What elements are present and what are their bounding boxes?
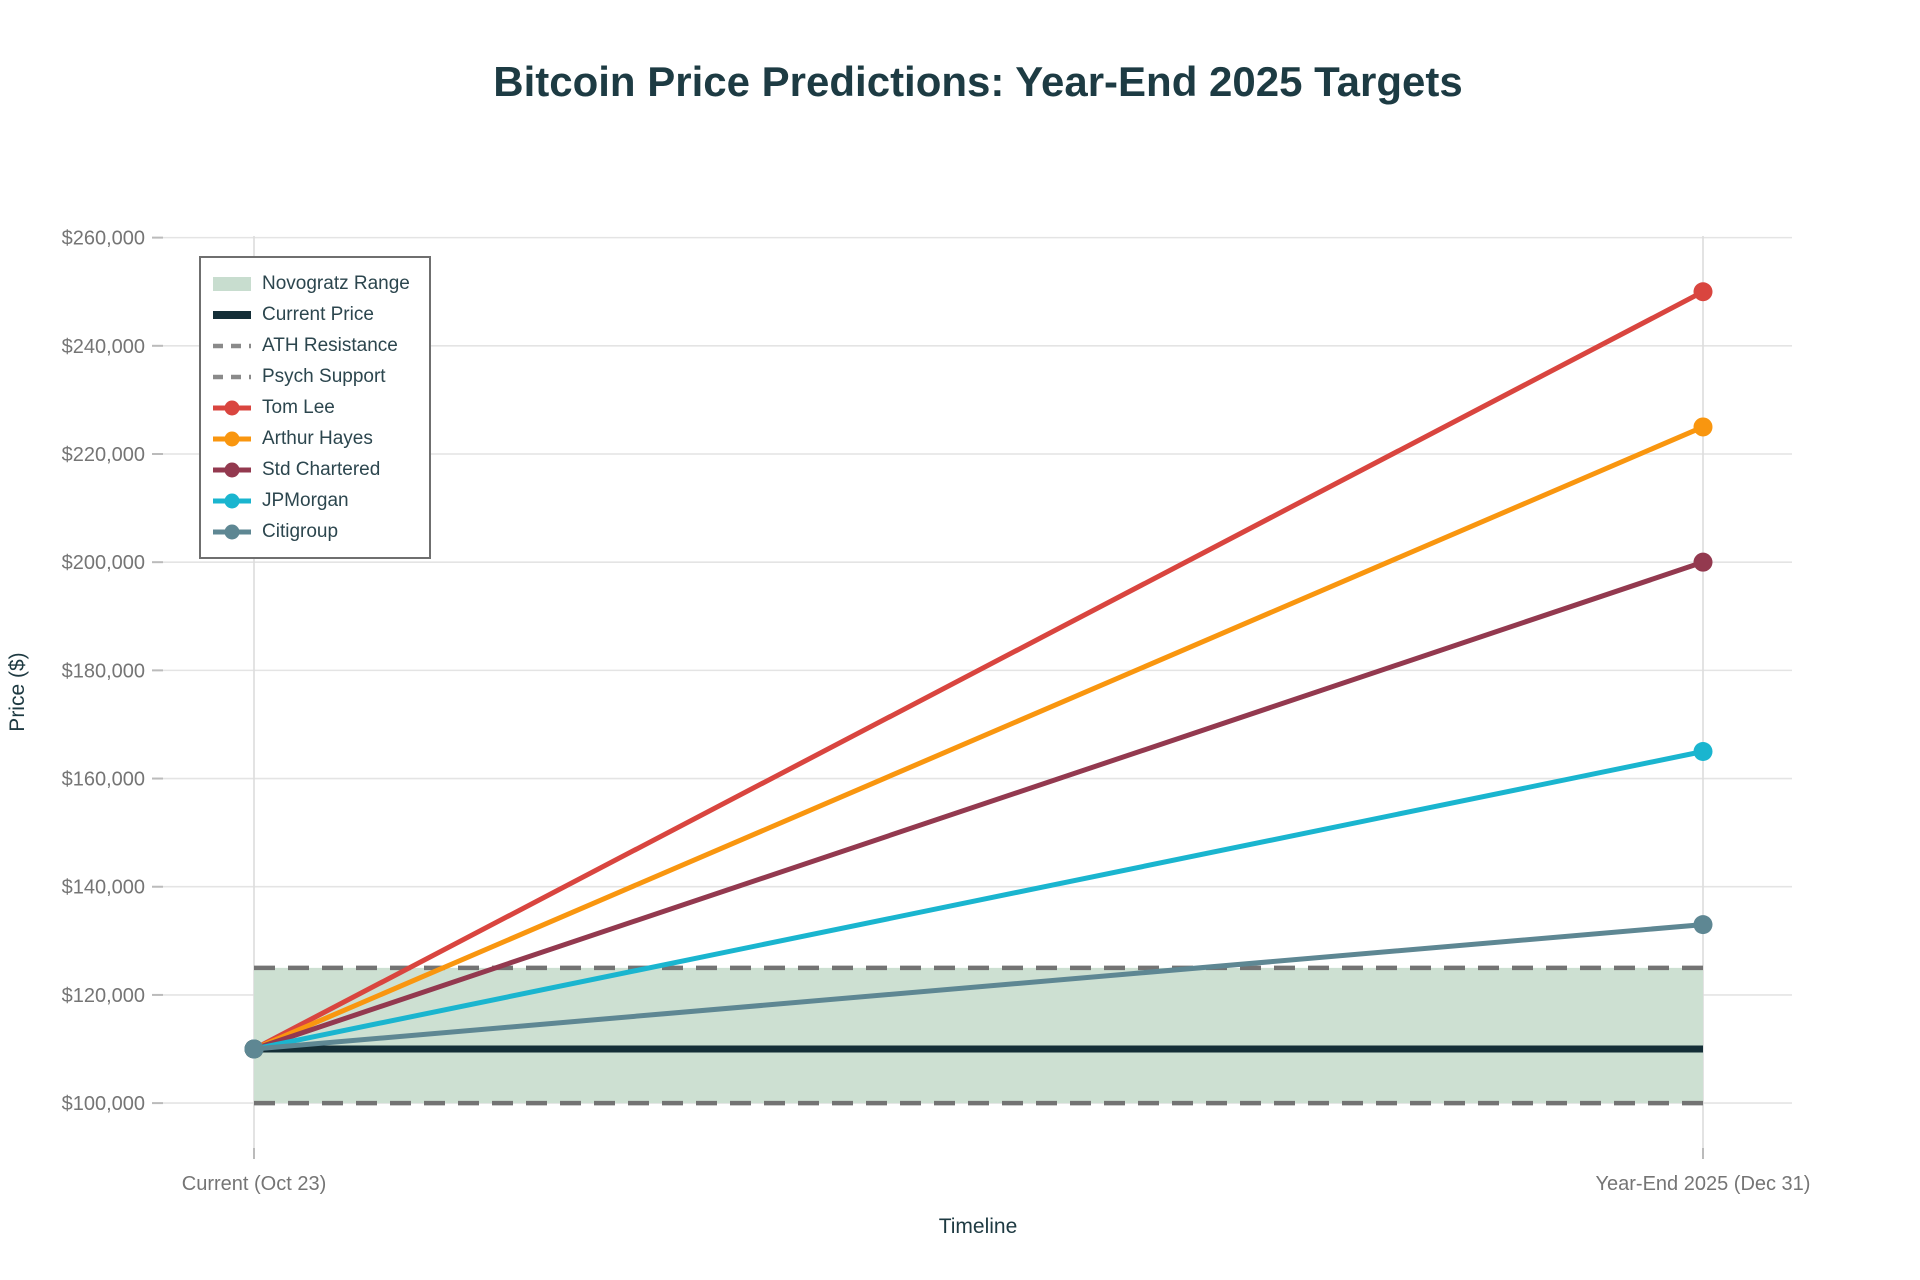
legend-label: Arthur Hayes [262, 427, 373, 449]
x-axis-title: Timeline [938, 1215, 1018, 1238]
x-grid-and-ticks: Current (Oct 23) Year-End 2025 (Dec 31) [182, 236, 1811, 1195]
legend-label: Current Price [262, 303, 374, 325]
legend-item-novogratz-range: Novogratz Range [213, 268, 417, 299]
series-end-marker [1693, 742, 1713, 762]
series-start-marker [244, 1039, 264, 1059]
line-marker-swatch-icon [213, 462, 251, 477]
x-tick-label: Year-End 2025 (Dec 31) [1596, 1173, 1811, 1195]
legend-label: Psych Support [262, 365, 386, 387]
legend-label: Novogratz Range [262, 272, 410, 294]
legend-label: Std Chartered [262, 458, 381, 480]
legend-item-tom-lee: Tom Lee [213, 392, 417, 423]
legend-label: JPMorgan [262, 489, 349, 511]
legend-item-jpmorgan: JPMorgan [213, 485, 417, 516]
dashed-line-swatch-icon [213, 343, 251, 348]
series-end-marker [1693, 417, 1713, 437]
y-tick-label: $100,000 [62, 1093, 145, 1115]
series-end-marker [1693, 552, 1713, 572]
y-tick-label: $240,000 [62, 336, 145, 358]
band-swatch-icon [213, 276, 251, 291]
y-tick-label: $200,000 [62, 552, 145, 574]
legend-item-arthur-hayes: Arthur Hayes [213, 423, 417, 454]
y-tick-label: $220,000 [62, 444, 145, 466]
legend-label: Citigroup [262, 520, 339, 542]
legend-item-psych-support: Psych Support [213, 361, 417, 392]
novogratz-range-band [254, 967, 1703, 1104]
y-tick-label: $140,000 [62, 877, 145, 899]
thick-line-swatch-icon [213, 310, 251, 319]
series-citigroup [244, 915, 1713, 1059]
y-tick-label: $180,000 [62, 660, 145, 682]
prediction-series [244, 282, 1713, 1059]
band-novogratz-range [254, 967, 1703, 1104]
legend-item-ath-resistance: ATH Resistance [213, 330, 417, 361]
line-marker-swatch-icon [213, 431, 251, 446]
legend-item-current-price: Current Price [213, 299, 417, 330]
y-tick-label: $120,000 [62, 985, 145, 1007]
x-tick-label: Current (Oct 23) [182, 1173, 326, 1195]
legend-label: ATH Resistance [262, 334, 398, 356]
y-tick-label: $160,000 [62, 769, 145, 791]
legend-label: Tom Lee [262, 396, 335, 418]
line-marker-swatch-icon [213, 493, 251, 508]
series-end-marker [1693, 915, 1713, 935]
legend-item-citigroup: Citigroup [213, 516, 417, 547]
line-marker-swatch-icon [213, 400, 251, 415]
legend-item-std-chartered: Std Chartered [213, 454, 417, 485]
legend: Novogratz Range Current Price ATH Resistan… [199, 256, 431, 559]
dashed-line-swatch-icon [213, 374, 251, 379]
line-marker-swatch-icon [213, 524, 251, 539]
series-arthur-hayes [244, 417, 1713, 1059]
y-grid-and-ticks: $100,000 $120,000 $140,000 $160,000 $180,000… [62, 228, 1792, 1115]
series-end-marker [1693, 282, 1713, 302]
chart-title: Bitcoin Price Predictions: Year-End 2025… [493, 58, 1463, 105]
y-tick-label: $260,000 [62, 228, 145, 250]
